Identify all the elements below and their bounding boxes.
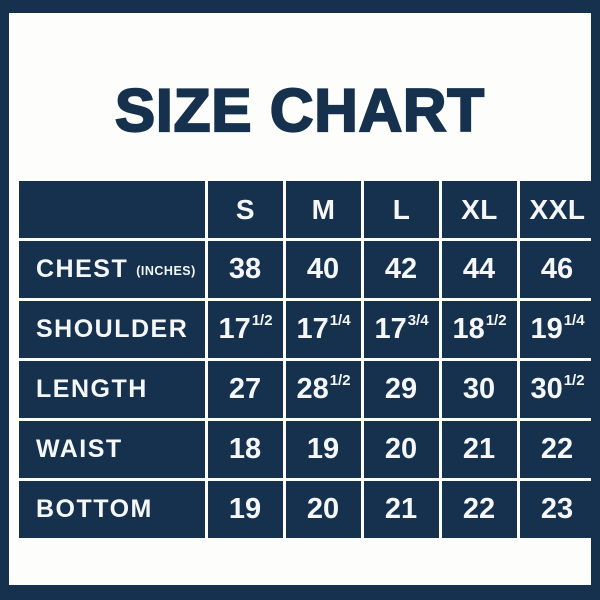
table-cell-bottom-m: 20: [286, 481, 361, 538]
row-label-bottom: BOTTOM: [19, 481, 205, 538]
cell-value: 18: [228, 433, 262, 465]
table-cell-length-m: 28 1/2: [286, 361, 361, 418]
table-cell-shoulder-s: 17 1/2: [208, 301, 283, 358]
table-cell-waist-xl: 21: [442, 421, 517, 478]
table-cell-waist-xxl: 22: [520, 421, 595, 478]
size-chart-table: S M L XL XXL CHEST (INCHES) 38 40 42 44 …: [19, 181, 595, 538]
cell-fraction: 1/4: [563, 312, 585, 329]
cell-value: 18: [452, 313, 485, 345]
row-label-chest: CHEST (INCHES): [19, 241, 205, 298]
row-label-text: SHOULDER: [36, 315, 189, 343]
table-cell-chest-xl: 44: [442, 241, 517, 298]
size-column-header-s: S: [208, 181, 283, 238]
cell-value: 23: [540, 493, 574, 525]
cell-value: 22: [462, 493, 496, 525]
table-cell-bottom-xl: 22: [442, 481, 517, 538]
table-cell-length-s: 27: [208, 361, 283, 418]
cell-value: 44: [462, 253, 496, 285]
cell-fraction: 3/4: [407, 312, 429, 329]
cell-value: 40: [306, 253, 340, 285]
table-cell-waist-l: 20: [364, 421, 439, 478]
cell-value: 27: [228, 373, 262, 405]
table-cell-chest-xxl: 46: [520, 241, 595, 298]
row-label-shoulder: SHOULDER: [19, 301, 205, 358]
row-label-text: CHEST: [36, 255, 129, 283]
cell-value: 17: [218, 313, 251, 345]
row-label-unit: (INCHES): [136, 264, 196, 278]
row-label-text: BOTTOM: [36, 495, 153, 523]
table-cell-waist-m: 19: [286, 421, 361, 478]
cell-value: 42: [384, 253, 418, 285]
size-column-header-m: M: [286, 181, 361, 238]
table-cell-length-xxl: 30 1/2: [520, 361, 595, 418]
table-cell-bottom-s: 19: [208, 481, 283, 538]
row-label-text: LENGTH: [36, 375, 148, 403]
table-cell-chest-s: 38: [208, 241, 283, 298]
table-cell-length-xl: 30: [442, 361, 517, 418]
cell-value: 29: [384, 373, 418, 405]
cell-value: 21: [462, 433, 496, 465]
table-cell-shoulder-xl: 18 1/2: [442, 301, 517, 358]
table-cell-bottom-xxl: 23: [520, 481, 595, 538]
content-area: SIZE CHART S M L XL XXL CHEST (INCHES) 3…: [9, 13, 595, 585]
table-cell-bottom-l: 21: [364, 481, 439, 538]
cell-value: 21: [384, 493, 418, 525]
cell-value: 20: [306, 493, 340, 525]
cell-value: 46: [540, 253, 574, 285]
cell-value: 17: [374, 313, 407, 345]
cell-fraction: 1/4: [329, 312, 351, 329]
table-cell-chest-m: 40: [286, 241, 361, 298]
cell-value: 19: [228, 493, 262, 525]
table-corner-cell: [19, 181, 205, 238]
cell-value: 17: [296, 313, 329, 345]
cell-value: 30: [462, 373, 496, 405]
cell-value: 38: [228, 253, 262, 285]
cell-value: 19: [306, 433, 340, 465]
table-cell-waist-s: 18: [208, 421, 283, 478]
row-label-length: LENGTH: [19, 361, 205, 418]
table-cell-shoulder-xxl: 19 1/4: [520, 301, 595, 358]
row-label-waist: WAIST: [19, 421, 205, 478]
size-column-header-xl: XL: [442, 181, 517, 238]
cell-value: 20: [384, 433, 418, 465]
cell-value: 22: [540, 433, 574, 465]
size-column-header-l: L: [364, 181, 439, 238]
table-cell-shoulder-m: 17 1/4: [286, 301, 361, 358]
cell-value: 19: [530, 313, 563, 345]
row-label-text: WAIST: [36, 435, 123, 463]
cell-value: 28: [296, 373, 329, 405]
table-cell-length-l: 29: [364, 361, 439, 418]
cell-fraction: 1/2: [329, 372, 351, 389]
page-title: SIZE CHART: [114, 77, 485, 144]
cell-fraction: 1/2: [485, 312, 507, 329]
cell-fraction: 1/2: [251, 312, 273, 329]
cell-fraction: 1/2: [563, 372, 585, 389]
table-cell-chest-l: 42: [364, 241, 439, 298]
cell-value: 30: [530, 373, 563, 405]
size-column-header-xxl: XXL: [520, 181, 595, 238]
table-cell-shoulder-l: 17 3/4: [364, 301, 439, 358]
